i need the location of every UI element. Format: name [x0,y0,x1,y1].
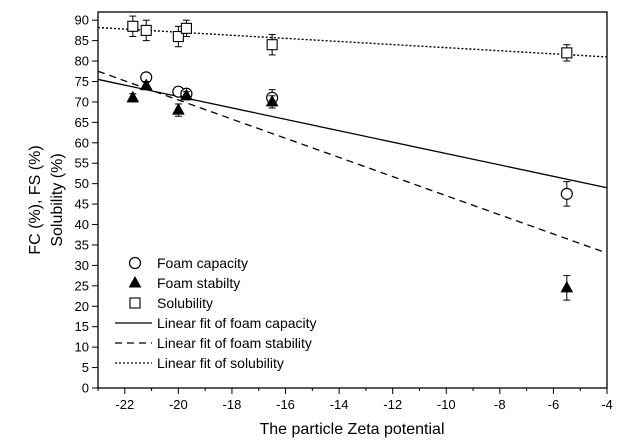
x-tick-label: -14 [330,397,349,412]
legend-fit-label-2: Linear fit of foam stability [157,335,312,351]
y-tick-label: 65 [75,115,89,130]
point-series-2 [172,103,185,115]
fit-lines [97,26,608,254]
legend-label-1: Foam capacity [157,255,248,271]
legend-label-3: Solubility [157,295,213,311]
point-series-2 [139,78,153,91]
y-tick-label: 0 [82,381,89,396]
y-tick-label: 75 [75,74,89,89]
legend-marker-1 [128,256,142,270]
x-tick-label: -16 [276,397,295,412]
point-series-3 [180,22,192,34]
y-tick-label: 50 [75,176,89,191]
x-axis-ticks: -22 -20 -18 -16 -14 -12 -10 -8 -6 -4 [97,388,613,412]
legend-marker-2 [128,275,142,288]
legend-label-2: Foam stabilty [157,275,240,291]
data-points [126,15,574,301]
y-axis-ticks: 0 5 10 15 20 25 30 35 40 45 50 55 60 65 70 75 80 85 90 [75,13,98,396]
y-tick-label: 25 [75,278,89,293]
y-tick-label: 40 [75,217,89,232]
legend: Foam capacity Foam stabilty Solubility Line… [115,255,317,371]
plot-frame [97,11,608,389]
x-tick-label: -18 [223,397,242,412]
y-tick-label: 55 [75,156,89,171]
point-series-1 [560,187,573,200]
x-tick-label: -6 [548,397,560,412]
y-tick-label: 90 [75,13,89,28]
x-tick-label: -12 [383,397,402,412]
x-tick-label: -22 [115,397,134,412]
x-tick-label: -8 [494,397,506,412]
y-tick-label: 45 [75,197,89,212]
x-tick-label: -4 [601,397,613,412]
legend-marker-3 [129,297,141,309]
legend-fit-label-3: Linear fit of solubility [157,355,284,371]
point-series-2 [126,90,140,103]
point-series-3 [140,24,152,36]
legend-fit-label-1: Linear fit of foam capacity [157,315,317,331]
y-tick-label: 60 [75,135,89,150]
point-series-3 [127,20,139,32]
point-series-2 [180,88,193,101]
y-tick-label: 30 [75,258,89,273]
y-tick-label: 15 [75,319,89,334]
point-series-2 [265,94,279,107]
y-tick-label: 10 [75,340,89,355]
point-series-3 [266,39,278,51]
y-tick-label: 70 [75,94,89,109]
y-tick-label: 80 [75,54,89,69]
y-tick-label: 20 [75,299,89,314]
y-axis-label-line-1: FC (%), FS (%) [27,145,44,254]
x-tick-label: -10 [437,397,456,412]
y-tick-label: 35 [75,237,89,252]
point-series-3 [561,47,573,59]
x-tick-label: -20 [169,397,188,412]
y-axis-label-line-2: Solubility (%) [49,153,66,246]
y-tick-label: 5 [82,360,89,375]
x-axis-label: The particle Zeta potential [260,421,445,438]
fit-line-2 [97,70,608,254]
point-series-2 [560,280,574,293]
y-tick-label: 85 [75,33,89,48]
